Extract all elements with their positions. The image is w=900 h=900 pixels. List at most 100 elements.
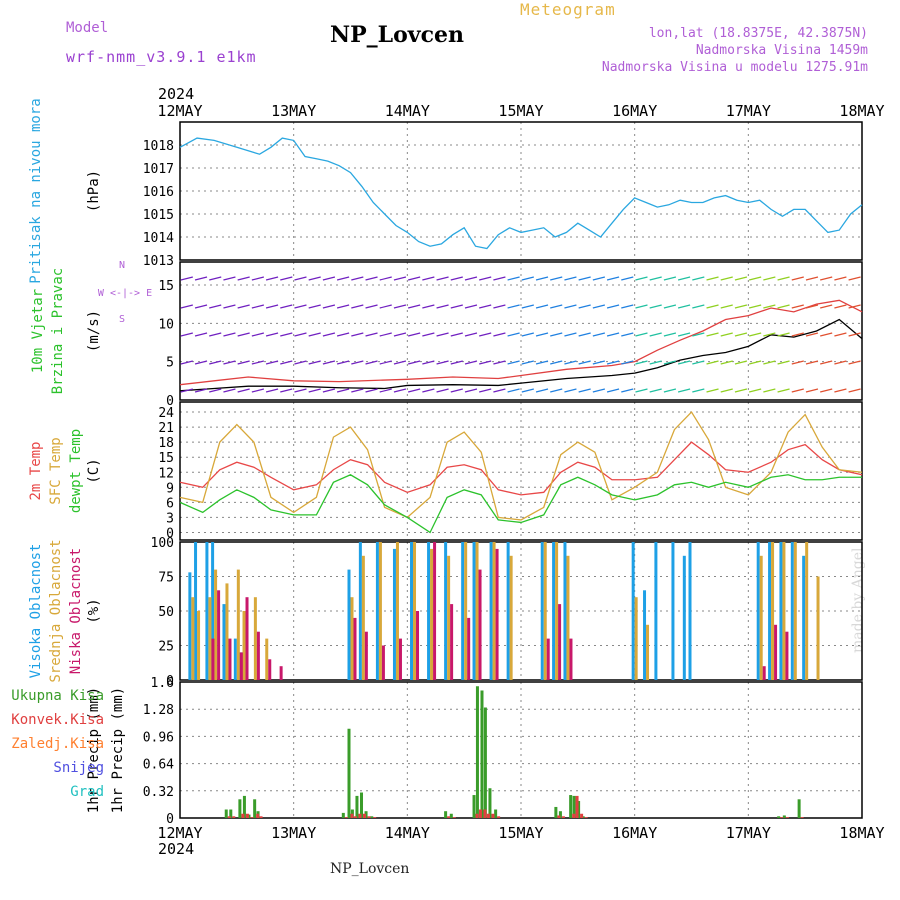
wind-barb xyxy=(820,276,833,281)
wind-barb xyxy=(450,360,463,365)
wind-barb xyxy=(606,388,620,393)
data-bar-4-1 xyxy=(572,813,576,818)
wind-barb xyxy=(635,388,648,393)
y-axis-unit: (%) xyxy=(86,598,102,623)
wind-barb xyxy=(692,360,705,365)
wind-barb xyxy=(692,388,705,393)
panel-title: Pritisak na nivou mora xyxy=(28,98,44,283)
wind-barb xyxy=(535,360,549,365)
wind-barb xyxy=(379,360,392,365)
wind-barb xyxy=(280,276,293,281)
y-tick-label: 0.96 xyxy=(143,730,174,745)
wind-barb xyxy=(194,276,208,281)
wind-barb xyxy=(848,304,861,309)
wind-barb xyxy=(479,276,492,281)
data-bar-4-1 xyxy=(227,816,231,818)
top-year-label: 2024 xyxy=(158,85,194,103)
bottom-year-label: 2024 xyxy=(158,840,194,858)
data-bar-4-1 xyxy=(780,817,784,818)
data-bar-4-0 xyxy=(797,799,801,818)
data-bar-4-1 xyxy=(373,817,377,818)
wind-barb xyxy=(805,276,819,281)
y-tick-label: 10 xyxy=(158,317,174,332)
wind-barb xyxy=(521,276,534,281)
wind-barb xyxy=(265,304,279,309)
wind-barb xyxy=(194,360,208,365)
y-axis-unit: 1hr Precip (mm) xyxy=(86,687,102,813)
wind-barb xyxy=(294,360,307,365)
precip-legend-item: Ukupna Kisa xyxy=(11,688,104,704)
wind-barb xyxy=(635,276,648,281)
data-bar-4-0 xyxy=(355,795,359,818)
wind-barb xyxy=(763,332,776,337)
wind-barb xyxy=(621,388,634,393)
data-bar-3-0 xyxy=(444,542,448,680)
wind-barb xyxy=(791,304,804,309)
y-tick-label: 3 xyxy=(166,511,174,526)
wind-barb xyxy=(649,304,662,309)
wind-barb xyxy=(194,388,208,393)
wind-barb xyxy=(848,276,861,281)
data-bar-3-0 xyxy=(552,542,556,680)
wind-barb xyxy=(621,360,634,365)
data-bar-3-1 xyxy=(555,542,559,680)
wind-barb xyxy=(677,332,691,337)
data-bar-3-1 xyxy=(782,542,786,680)
data-bar-4-1 xyxy=(259,816,263,818)
y-tick-label: 75 xyxy=(158,571,174,586)
wind-barb xyxy=(820,304,833,309)
panel-title: 2m Temp xyxy=(28,441,44,500)
y-tick-label: 1015 xyxy=(143,208,174,223)
wind-barb xyxy=(507,304,520,309)
wind-barb xyxy=(294,332,307,337)
data-bar-4-1 xyxy=(486,813,490,818)
data-bar-4-1 xyxy=(452,817,456,818)
wind-barb xyxy=(621,276,634,281)
wind-barb xyxy=(464,276,478,281)
wind-barb xyxy=(209,304,222,309)
data-bar-4-1 xyxy=(241,813,245,818)
y-tick-label: 6 xyxy=(166,496,174,511)
wind-barb xyxy=(351,276,364,281)
wind-barb xyxy=(734,332,748,337)
top-time-tick: 17MAY xyxy=(726,102,771,120)
data-bar-3-0 xyxy=(643,590,647,680)
panel-title: Visoka Oblacnost xyxy=(28,544,44,679)
wind-barb xyxy=(777,304,790,309)
wind-barb xyxy=(706,388,719,393)
data-bar-3-1 xyxy=(214,569,218,680)
data-bar-3-2 xyxy=(495,548,499,680)
model-altitude: Nadmorska Visina u modelu 1275.91m xyxy=(601,60,868,75)
data-bar-3-1 xyxy=(350,597,354,680)
bottom-time-tick: 12MAY xyxy=(157,824,202,842)
wind-barb xyxy=(464,388,478,393)
y-tick-label: 1018 xyxy=(143,139,174,154)
wind-barb xyxy=(649,276,662,281)
y-tick-label: 18 xyxy=(158,436,174,451)
top-time-tick: 13MAY xyxy=(271,102,316,120)
wind-barb xyxy=(209,360,222,365)
data-bar-3-0 xyxy=(410,542,414,680)
data-bar-4-0 xyxy=(494,809,498,818)
wind-barb xyxy=(720,388,733,393)
wind-barb xyxy=(351,304,364,309)
data-bar-4-0 xyxy=(444,811,448,818)
wind-barb xyxy=(749,388,762,393)
wind-barb xyxy=(834,304,847,309)
wind-barb xyxy=(521,388,534,393)
wind-barb xyxy=(265,276,279,281)
wind-barb xyxy=(635,304,648,309)
wind-barb xyxy=(606,276,620,281)
y-tick-label: 1013 xyxy=(143,254,174,269)
series-line-0-0 xyxy=(179,137,863,250)
wind-barb xyxy=(251,360,265,365)
y-tick-label: 0 xyxy=(166,674,174,689)
wind-barb xyxy=(408,276,421,281)
wind-barb xyxy=(635,360,648,365)
wind-barb xyxy=(223,360,236,365)
panel-frame xyxy=(179,121,863,261)
wind-barb xyxy=(280,360,293,365)
data-bar-3-2 xyxy=(558,604,562,680)
data-bar-3-1 xyxy=(265,638,269,680)
data-bar-3-0 xyxy=(802,555,806,680)
